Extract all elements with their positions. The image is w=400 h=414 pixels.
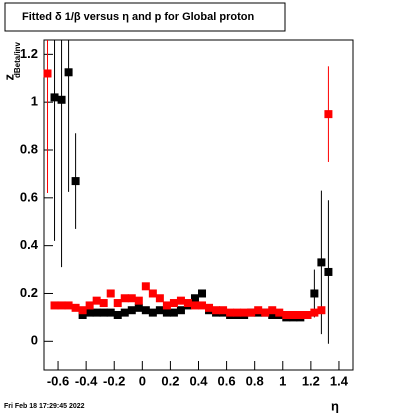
marker (57, 301, 66, 310)
marker (261, 308, 270, 317)
footer: Fri Feb 18 17:29:45 2022 (4, 403, 85, 410)
x-tick-label: 1 (279, 373, 286, 388)
x-tick-label: -0.2 (103, 373, 125, 388)
marker (99, 308, 108, 317)
marker (198, 289, 207, 298)
marker (64, 301, 73, 310)
y-tick-label: 0 (31, 333, 38, 348)
y-tick-label: 1.2 (20, 46, 38, 61)
marker (198, 301, 207, 310)
marker (113, 299, 122, 308)
y-axis-label: z (1, 74, 16, 81)
marker (64, 68, 73, 77)
marker (127, 294, 136, 303)
marker (289, 311, 298, 319)
marker (85, 301, 94, 310)
marker (78, 311, 87, 319)
marker (78, 306, 87, 315)
marker (219, 306, 228, 315)
marker (169, 299, 178, 308)
marker (247, 308, 256, 317)
marker (85, 308, 94, 317)
marker (317, 258, 326, 267)
marker (275, 308, 284, 317)
marker (127, 306, 136, 315)
marker (303, 311, 312, 319)
y-axis-label-sub: dBeta/inv (13, 41, 22, 78)
x-tick-label: 0 (139, 373, 146, 388)
marker (190, 294, 199, 303)
marker (113, 311, 122, 319)
marker (162, 308, 171, 317)
y-tick-label: 0.2 (20, 285, 38, 300)
marker (50, 301, 59, 310)
marker (71, 177, 80, 186)
marker (148, 289, 157, 298)
marker (310, 308, 319, 317)
marker (268, 311, 277, 319)
marker (317, 306, 326, 315)
x-tick-label: 1.2 (302, 373, 320, 388)
marker (282, 311, 291, 319)
x-tick-label: 0.2 (161, 373, 179, 388)
marker (296, 311, 305, 319)
chart-title: Fitted δ 1/β versus η and p for Global p… (22, 11, 254, 23)
x-axis-label: η (331, 398, 339, 413)
x-tick-label: 0.4 (189, 373, 208, 388)
marker (71, 303, 80, 312)
marker (155, 294, 164, 303)
marker (176, 306, 185, 315)
marker (310, 289, 319, 298)
marker (240, 308, 249, 317)
marker (205, 303, 214, 312)
x-tick-label: -0.6 (47, 373, 69, 388)
x-tick-label: -0.4 (75, 373, 98, 388)
y-tick-label: 0.6 (20, 189, 38, 204)
marker (99, 299, 108, 308)
marker (134, 296, 143, 305)
title-box (4, 2, 286, 32)
marker (148, 308, 157, 317)
marker (43, 69, 52, 78)
x-tick-label: 0.6 (218, 373, 236, 388)
frame (43, 39, 354, 371)
marker (92, 308, 101, 317)
marker (190, 301, 199, 310)
marker (120, 294, 129, 303)
marker (176, 296, 185, 305)
marker (233, 308, 242, 317)
marker (155, 306, 164, 315)
marker (162, 301, 171, 310)
y-tick-label: 1 (31, 94, 38, 109)
marker (50, 93, 59, 102)
marker (106, 308, 115, 317)
marker (92, 296, 101, 305)
x-tick-label: 1.4 (330, 373, 349, 388)
y-tick-label: 0.4 (20, 237, 39, 252)
marker (226, 308, 235, 317)
marker (120, 308, 129, 317)
y-tick-label: 0.8 (20, 141, 38, 156)
marker (141, 282, 150, 291)
x-tick-label: 0.8 (246, 373, 264, 388)
marker (324, 267, 333, 276)
marker (106, 289, 115, 298)
marker (141, 306, 150, 315)
marker (134, 303, 143, 312)
marker (169, 308, 178, 317)
marker (212, 306, 221, 315)
marker (268, 306, 277, 315)
marker (254, 306, 263, 315)
marker (324, 110, 333, 119)
marker (57, 95, 66, 104)
marker (183, 299, 192, 308)
